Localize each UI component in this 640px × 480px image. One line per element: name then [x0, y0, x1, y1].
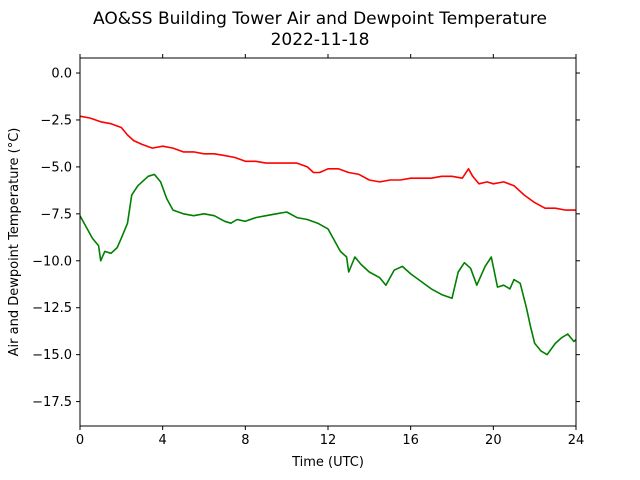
x-tick-label: 24	[568, 433, 585, 448]
x-tick-label: 20	[485, 433, 502, 448]
x-tick-label: 8	[241, 433, 249, 448]
y-tick-label: −5.0	[40, 160, 72, 175]
x-tick-label: 0	[76, 433, 84, 448]
y-tick-label: −10.0	[32, 254, 72, 269]
y-tick-label: −7.5	[40, 207, 72, 222]
y-tick-label: −2.5	[40, 113, 72, 128]
y-tick-label: 0.0	[51, 67, 72, 82]
series-layer	[79, 115, 577, 356]
x-tick-label: 12	[320, 433, 337, 448]
y-tick-label: −15.0	[32, 348, 72, 363]
chart-subtitle: 2022-11-18	[271, 30, 370, 50]
x-tick-label: 16	[402, 433, 419, 448]
chart-title: AO&SS Building Tower Air and Dewpoint Te…	[93, 9, 547, 29]
x-tick-label: 4	[159, 433, 167, 448]
y-tick-label: −12.5	[32, 301, 72, 316]
y-axis-label: Air and Dewpoint Temperature (°C)	[7, 128, 22, 357]
series-line-1	[79, 173, 577, 356]
x-axis: 0 4 8 12 16 20 24	[76, 54, 584, 448]
series-line-0	[79, 115, 576, 211]
y-tick-label: −17.5	[32, 395, 72, 410]
x-axis-label: Time (UTC)	[291, 455, 364, 470]
y-axis: 0.0 −2.5 −5.0 −7.5 −10.0 −12.5 −15.0 −17.5	[32, 67, 580, 410]
plot-frame	[79, 57, 577, 427]
